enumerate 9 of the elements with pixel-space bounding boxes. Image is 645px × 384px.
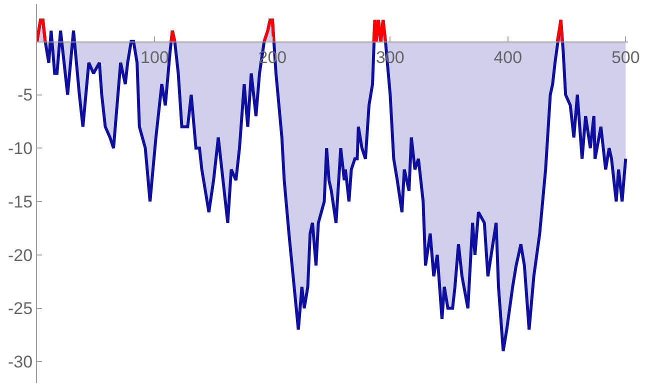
y-tick-label: -30 [8,352,33,372]
y-tick-label: -20 [8,246,33,265]
y-tick-label: -5 [17,86,33,105]
y-tick-label: -10 [8,139,33,158]
y-tick-label: -15 [8,192,33,212]
y-tick-label: -25 [8,299,33,318]
x-tick-label: 400 [494,48,522,67]
x-tick-label: 100 [140,48,169,67]
x-tick-label: 500 [611,48,640,67]
